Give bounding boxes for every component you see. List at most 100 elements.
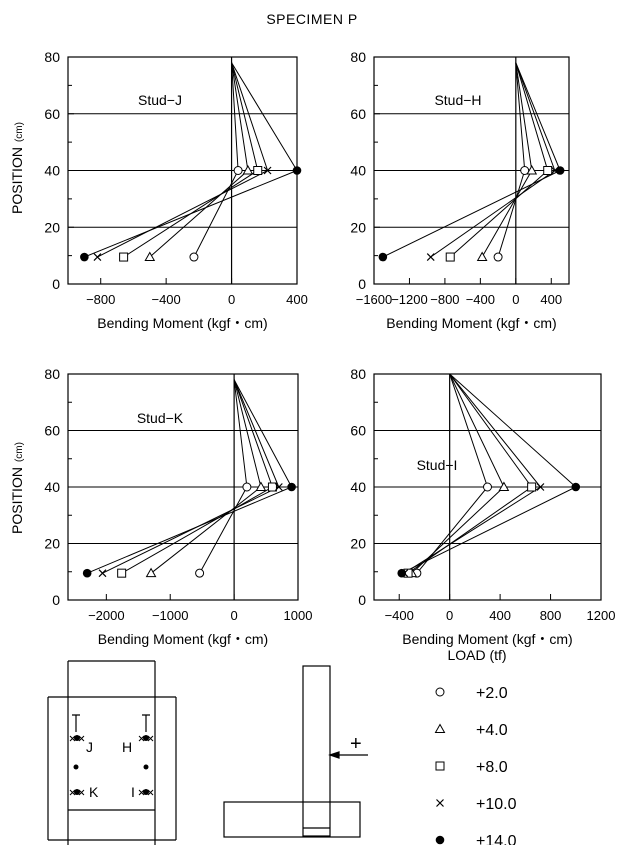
elevation-schematic (223, 665, 368, 838)
y-tick-label: 80 (350, 366, 366, 382)
stud-h-cross-icon (138, 735, 154, 742)
y-tick-label: 20 (350, 536, 366, 552)
x-tick-label: −800 (86, 292, 115, 307)
data-point-cross (98, 569, 107, 578)
data-point-square (119, 252, 129, 262)
legend-marker-circle (435, 687, 445, 697)
x-tick-label: 0 (228, 292, 235, 307)
x-tick-label: −2000 (88, 608, 125, 623)
legend-marker-triangle (434, 723, 446, 733)
legend-label: +2.0 (476, 685, 508, 702)
chart-stud-h: 0 20 40 60 80 −1600−1200 −800 −400 0 400 Bending M… (350, 49, 570, 331)
data-point-circle (195, 568, 205, 578)
panel-title: Stud−J (138, 92, 182, 108)
stud-label-i: I (131, 784, 135, 800)
y-tick-label: 40 (350, 479, 366, 495)
y-tick-label: 60 (44, 106, 60, 122)
series-line (87, 379, 293, 574)
schematic-outline (67, 660, 156, 845)
data-point-triangle (145, 567, 157, 578)
x-tick-label: −400 (385, 608, 414, 623)
legend-label: +14.0 (476, 833, 517, 845)
y-tick-label: 60 (350, 423, 366, 439)
panel-title: Stud−I (417, 457, 458, 473)
legend: LOAD (tf) +2.0 +4.0 +8.0 +10.0 +14.0 (434, 647, 517, 845)
data-point-square (445, 252, 455, 262)
data-point-circle (493, 252, 503, 262)
legend-items: +2.0 +4.0 +8.0 +10.0 +14.0 (434, 685, 517, 845)
y-axis-label-bottom: POSITION (cm) (9, 442, 25, 534)
y-axis-label-top-text: POSITION (9, 147, 25, 214)
data-point-square (253, 166, 263, 175)
y-tick-label: 40 (350, 163, 366, 179)
x-tick-label: 1200 (587, 608, 616, 623)
y-tick-label: 20 (350, 219, 366, 235)
x-tick-label: 0 (446, 608, 453, 623)
x-tick-label: −1000 (152, 608, 189, 623)
stud-i-cross-icon (138, 789, 154, 796)
stud-h-bolt-icon (142, 714, 150, 732)
y-tick-label: 0 (52, 276, 60, 292)
stud-j-cross-icon (69, 735, 85, 742)
data-point-dot (571, 482, 581, 492)
stud-k-dot-icon (74, 789, 80, 795)
y-tick-label: 60 (350, 106, 366, 122)
legend-label: +8.0 (476, 759, 508, 776)
y-axis-unit-bottom: (cm) (14, 442, 25, 462)
data-point-dot (397, 568, 407, 578)
data-point-circle (189, 252, 199, 262)
data-point-cross (274, 483, 283, 491)
x-tick-label: 0 (230, 608, 237, 623)
stud-h-dot-icon (143, 735, 149, 741)
data-point-dot (378, 252, 388, 262)
panel-title: Stud−H (434, 92, 481, 108)
data-point-triangle (242, 164, 254, 175)
stud-j-bolt-icon (72, 714, 80, 732)
data-point-square (527, 482, 537, 492)
y-tick-label: 40 (44, 163, 60, 179)
data-point-square (117, 568, 127, 578)
stud-k-cross-icon (69, 789, 85, 796)
data-point-dot (555, 166, 565, 175)
figure-title: SPECIMEN P (266, 11, 357, 27)
x-tick-label: −400 (466, 292, 495, 307)
x-tick-label: −1600 (356, 292, 393, 307)
data-point-cross (536, 483, 545, 491)
data-point-circle (233, 166, 243, 175)
stud-j-dot-icon (74, 735, 80, 741)
elevation-column (302, 665, 331, 837)
y-tick-label: 0 (52, 592, 60, 608)
data-point-square (543, 166, 553, 175)
series-line (497, 62, 526, 258)
x-tick-label: −1200 (391, 292, 428, 307)
stud-layout-schematic (47, 660, 177, 845)
data-point-dot (80, 252, 89, 262)
data-point-dot (82, 568, 92, 578)
x-tick-label: 1000 (284, 608, 313, 623)
data-point-dot (287, 482, 296, 492)
data-point-dot (292, 166, 302, 175)
legend-label: +4.0 (476, 722, 508, 739)
series-line (102, 379, 280, 574)
y-tick-label: 0 (358, 276, 366, 292)
y-tick-label: 80 (44, 366, 60, 382)
legend-label: +10.0 (476, 796, 517, 813)
chart-stud-i: 0 20 40 60 80 −400 0 400 800 1200 Bending Moment (… (350, 366, 615, 647)
data-point-triangle (255, 481, 267, 491)
data-point-circle (242, 482, 252, 492)
data-point-square (267, 482, 277, 492)
data-point-cross (93, 253, 102, 261)
midline-dot-icon-2 (143, 764, 149, 770)
stud-label-j: J (86, 739, 93, 755)
load-arrow-head-icon (328, 751, 340, 759)
schematic-markers (69, 735, 154, 796)
y-axis-unit-top: (cm) (14, 122, 25, 142)
legend-marker-dot (435, 835, 445, 845)
legend-title: LOAD (tf) (447, 647, 506, 663)
x-axis-label: Bending Moment (kgf・cm) (386, 315, 556, 331)
schematic-plate (47, 696, 177, 841)
x-tick-label: −800 (430, 292, 459, 307)
data-point-triangle (144, 251, 156, 262)
series-line (84, 62, 298, 258)
